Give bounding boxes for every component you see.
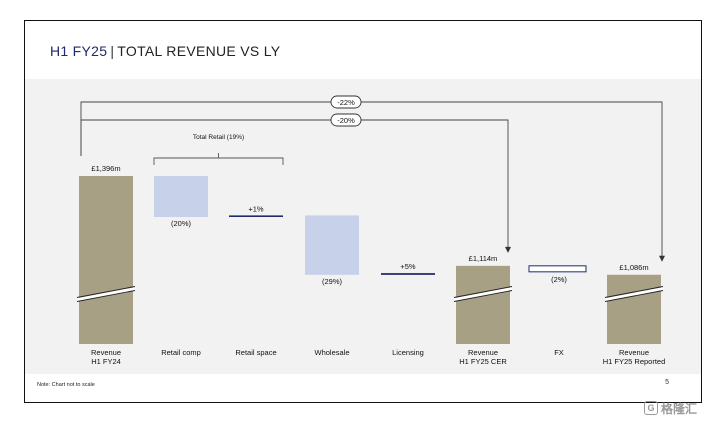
watermark: G 格隆汇: [644, 398, 726, 418]
category-label: H1 FY25 Reported: [603, 357, 666, 366]
page-number: 5: [665, 379, 669, 386]
category-label: Revenue: [91, 348, 121, 357]
decrease-bar: [528, 265, 587, 273]
category-label: FX: [554, 348, 564, 357]
total-bar: [79, 176, 133, 344]
bracket-line: [153, 153, 284, 165]
slide-title: H1 FY25 | TOTAL REVENUE VS LY: [50, 43, 280, 59]
axis-break-mark: [604, 287, 664, 302]
data-label: £1,396m: [91, 164, 120, 173]
decrease-bar: [305, 215, 359, 275]
comparison-label: -20%: [337, 116, 355, 125]
slide: H1 FY25 | TOTAL REVENUE VS LY £1,396m Reven…: [24, 20, 702, 403]
data-label: (29%): [322, 277, 343, 286]
comparison-pill: [330, 95, 362, 109]
arrowhead-icon: [659, 255, 665, 262]
total-bar: [456, 265, 510, 344]
axis-break-line: [604, 286, 664, 298]
category-label: Retail space: [235, 348, 276, 357]
total-bar: [607, 274, 661, 344]
title-text: TOTAL REVENUE VS LY: [117, 43, 281, 59]
comparison-pill: [330, 113, 362, 127]
axis-break-line: [453, 290, 513, 302]
increase-bar: [229, 215, 283, 217]
comparison-arrow-line: [80, 119, 509, 252]
chart-note: Note: Chart not to scale: [37, 382, 95, 388]
category-label: Licensing: [392, 348, 424, 357]
data-label: £1,086m: [619, 263, 648, 272]
watermark-text: 格隆汇: [661, 401, 698, 416]
category-label: Retail comp: [161, 348, 201, 357]
axis-break-line: [604, 290, 664, 302]
axis-break-line: [76, 286, 136, 298]
data-label: +1%: [248, 204, 264, 213]
title-separator: |: [110, 43, 115, 59]
data-label: (2%): [551, 275, 567, 284]
category-label: Revenue: [619, 348, 649, 357]
category-label: H1 FY25 CER: [459, 357, 507, 366]
axis-break-mark: [76, 287, 136, 302]
axis-break-line: [76, 290, 136, 302]
decrease-bar: [154, 176, 208, 217]
watermark-logo-icon: G: [644, 401, 658, 415]
title-period: H1 FY25: [50, 43, 108, 59]
category-label: Revenue: [468, 348, 498, 357]
axis-break-line: [453, 286, 513, 298]
category-label: H1 FY24: [91, 357, 121, 366]
data-label: +5%: [400, 262, 416, 271]
category-label: Wholesale: [314, 348, 349, 357]
data-label: (20%): [171, 219, 192, 228]
data-label: £1,114m: [469, 254, 498, 263]
axis-break-mark: [453, 287, 513, 302]
bracket-label: Total Retail (19%): [193, 134, 244, 141]
chart-background: [25, 79, 701, 374]
comparison-label: -22%: [337, 98, 355, 107]
increase-bar: [381, 273, 435, 275]
arrowhead-icon: [505, 246, 511, 253]
